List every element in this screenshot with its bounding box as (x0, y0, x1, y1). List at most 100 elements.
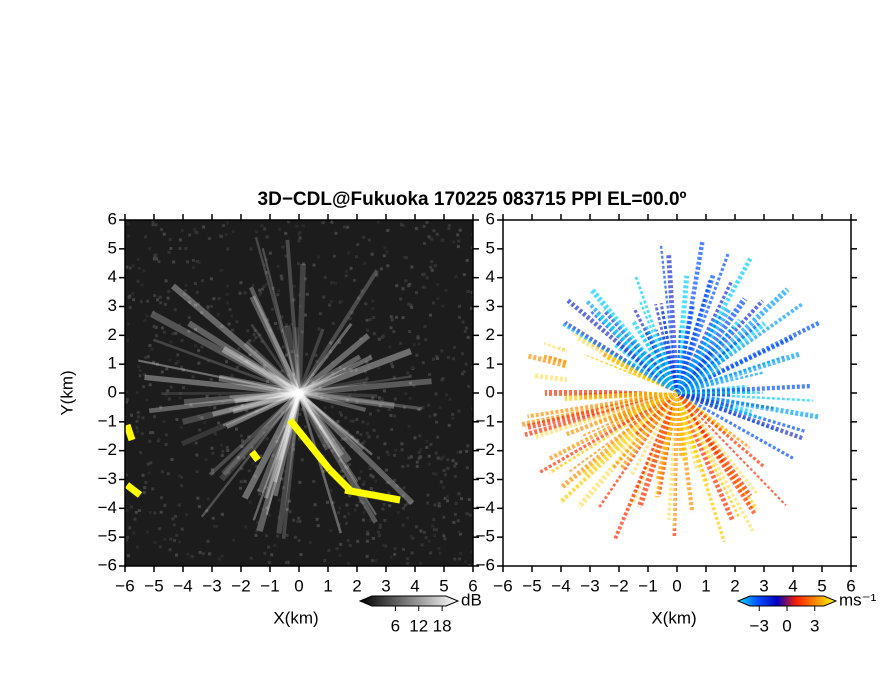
noise (312, 263, 316, 267)
noise (144, 235, 148, 239)
noise (301, 224, 305, 228)
noise (128, 305, 132, 309)
colorbar-tick-label: −3 (750, 616, 769, 635)
noise (246, 398, 250, 402)
noise (338, 410, 342, 414)
noise (345, 398, 349, 402)
noise (388, 504, 392, 508)
noise (213, 525, 217, 529)
noise (240, 355, 244, 359)
noise (365, 539, 369, 543)
noise (162, 232, 166, 236)
noise (168, 358, 172, 362)
ray (297, 269, 379, 395)
noise (415, 460, 419, 464)
noise (434, 472, 438, 476)
noise (177, 503, 181, 507)
noise (266, 318, 270, 322)
noise (160, 228, 164, 232)
noise (361, 441, 365, 445)
noise (389, 555, 393, 559)
noise (173, 514, 177, 518)
noise (348, 494, 352, 498)
noise (436, 297, 440, 301)
noise (271, 307, 275, 311)
noise (248, 500, 252, 504)
noise (283, 392, 287, 396)
y-tick-label: −6 (98, 555, 117, 574)
noise (339, 300, 343, 304)
noise (248, 353, 252, 357)
noise (410, 365, 414, 369)
noise (371, 396, 375, 400)
noise (151, 487, 155, 491)
noise (160, 326, 164, 330)
noise (378, 526, 382, 530)
colorbar-tick-label: 0 (782, 616, 791, 635)
noise (135, 426, 139, 430)
y-tick-label: 0 (108, 382, 117, 401)
noise (180, 527, 184, 531)
noise (452, 520, 456, 524)
noise (354, 255, 358, 259)
noise (200, 416, 204, 420)
noise (343, 515, 347, 519)
noise (318, 312, 322, 316)
y-tick-label: 4 (108, 267, 117, 286)
noise (429, 313, 433, 317)
noise (155, 362, 159, 366)
y-tick-label: −6 (476, 555, 495, 574)
noise (263, 263, 267, 267)
noise (425, 445, 429, 449)
noise (256, 488, 260, 492)
x-tick-label: −4 (173, 576, 192, 595)
noise (466, 289, 470, 293)
noise (393, 414, 397, 418)
ray (296, 263, 306, 394)
noise (136, 415, 140, 419)
noise (253, 474, 257, 478)
noise (169, 385, 173, 389)
ray (564, 390, 678, 402)
noise (170, 458, 174, 462)
noise (442, 534, 446, 538)
noise (200, 345, 204, 349)
noise (376, 530, 380, 534)
noise (206, 305, 210, 309)
noise (344, 274, 348, 278)
noise (402, 486, 406, 490)
x-axis-label: X(km) (651, 608, 696, 627)
noise (462, 370, 466, 374)
noise (141, 473, 145, 477)
noise (140, 432, 144, 436)
noise (297, 437, 301, 441)
noise (251, 283, 255, 287)
noise (210, 304, 214, 308)
noise (133, 517, 137, 521)
noise (282, 469, 286, 473)
noise (135, 391, 139, 395)
y-tick-label: 1 (486, 354, 495, 373)
noise (346, 539, 350, 543)
noise (441, 455, 445, 459)
noise (150, 347, 154, 351)
noise (287, 499, 291, 503)
noise (427, 235, 431, 239)
noise (378, 404, 382, 408)
noise (457, 492, 461, 496)
ray (674, 392, 700, 471)
noise (213, 406, 217, 410)
noise (127, 322, 131, 326)
noise (393, 478, 397, 482)
noise (265, 425, 269, 429)
ray (634, 275, 679, 394)
noise (255, 230, 259, 234)
noise (179, 475, 183, 479)
x-tick-label: −4 (551, 576, 570, 595)
noise (302, 262, 306, 266)
noise (346, 225, 350, 229)
noise (382, 502, 386, 506)
noise (297, 239, 301, 243)
noise (125, 538, 129, 542)
noise (244, 399, 248, 403)
